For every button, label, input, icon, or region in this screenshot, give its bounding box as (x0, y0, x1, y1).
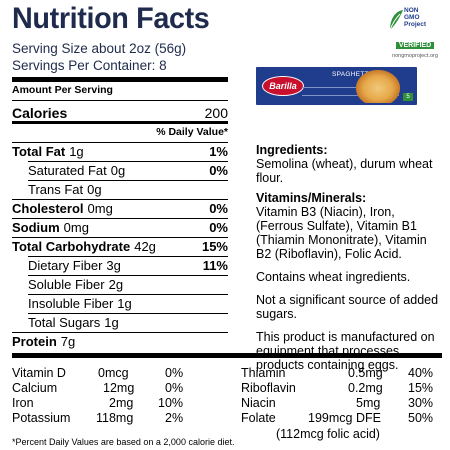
non-gmo-badge: NON GMO Project VERIFIED nongmoproject.o… (384, 2, 442, 60)
non-gmo-line2: GMO (404, 14, 420, 21)
servings-per-container: Servings Per Container: 8 (12, 58, 167, 73)
vitamin-dv: 30% (408, 396, 434, 410)
label-title: Nutrition Facts (12, 2, 210, 35)
vitamin-dv: 50% (408, 411, 434, 425)
vitamin-name: Iron (12, 396, 34, 410)
divider (12, 237, 228, 238)
divider (12, 100, 228, 101)
vitamins-minerals-heading: Vitamins/Minerals: (256, 191, 367, 205)
vitamin-dv: 2% (165, 411, 184, 425)
divider (28, 256, 228, 257)
brand-logo: Barilla (262, 76, 304, 96)
divider (28, 161, 228, 162)
allergen-statement: Contains wheat ingredients. (256, 270, 411, 284)
nutrient-row-insoluble-fiber: Insoluble Fiber 1g (28, 296, 132, 311)
vitamin-dv: 0% (165, 366, 184, 380)
divider (12, 142, 228, 143)
vitamin-amount: 118mg (96, 411, 134, 425)
vitamins-minerals-text: Vitamin B3 (Niacin), Iron, (Ferrous Sulf… (256, 205, 427, 261)
vitamin-dv: 15% (408, 381, 434, 395)
vitamin-dv: 40% (408, 366, 434, 380)
nutrient-row-total-fat: Total Fat 1g 1% (12, 144, 228, 159)
divider (28, 294, 228, 295)
vitamin-name: Calcium (12, 381, 58, 395)
nutrient-row-cholesterol: Cholesterol 0mg 0% (12, 201, 228, 216)
vitamin-name: Folate (241, 411, 276, 425)
divider (12, 332, 228, 333)
vitamin-dv: 10% (158, 396, 184, 410)
vitamin-name: Thiamin (241, 366, 286, 380)
divider (12, 218, 228, 219)
footnote: *Percent Daily Values are based on a 2,0… (12, 437, 235, 447)
thick-divider (12, 77, 228, 82)
ingredients-text: Semolina (wheat), durum wheat flour. (256, 157, 433, 185)
vitamin-name: Niacin (241, 396, 276, 410)
nutrient-row-dietary-fiber: Dietary Fiber 3g 11% (28, 258, 228, 273)
non-gmo-line1: NON (404, 7, 419, 14)
package-stripe (302, 95, 399, 96)
vitamin-amount: 0mcg (98, 366, 129, 380)
vitamin-amount: 12mg (103, 381, 135, 395)
non-gmo-line3: Project (404, 21, 427, 28)
serving-size: Serving Size about 2oz (56g) (12, 41, 187, 56)
vitamin-name: Riboflavin (241, 381, 296, 395)
nutrient-row-soluble-fiber: Soluble Fiber 2g (28, 277, 124, 292)
vitamin-amount: 5mg (356, 396, 381, 410)
nutrient-row-saturated-fat: Saturated Fat 0g 0% (28, 163, 228, 178)
pasta-package-image: Barilla SPAGHETTI 5 (256, 67, 417, 105)
divider (28, 313, 228, 314)
vitamin-amount: 0.5mg (348, 366, 383, 380)
butterfly-leaf-icon (389, 10, 403, 31)
ingredients-heading: Ingredients: (256, 143, 328, 157)
vitamin-dv: 0% (165, 381, 184, 395)
package-product: SPAGHETTI (332, 71, 372, 78)
nutrient-row-total-carbohydrate: Total Carbohydrate 42g 15% (12, 239, 228, 254)
medium-divider (12, 121, 228, 124)
sugar-note: Not a significant source of added sugars… (256, 293, 439, 321)
vitamin-name: Potassium (12, 411, 71, 425)
nutrient-row-protein: Protein 7g (12, 334, 76, 349)
vitamin-amount: 0.2mg (348, 381, 383, 395)
calories-value: 200 (204, 105, 228, 121)
daily-value-header: % Daily Value* (156, 126, 228, 138)
nutrient-row-total-sugars: Total Sugars 1g (28, 315, 119, 330)
ingredients-block: Ingredients: Semolina (wheat), durum whe… (256, 143, 442, 372)
vitamin-name: Vitamin D (12, 366, 66, 380)
divider (12, 199, 228, 200)
nutrient-row-trans-fat: Trans Fat 0g (28, 182, 102, 197)
package-stripe (302, 87, 399, 88)
divider (28, 180, 228, 181)
verified-label: VERIFIED (395, 42, 435, 49)
pasta-plate (356, 70, 400, 103)
amount-per-serving: Amount Per Serving (12, 84, 113, 96)
vitamin-amount: 2mg (109, 396, 134, 410)
package-number: 5 (403, 93, 413, 101)
divider (28, 275, 228, 276)
non-gmo-site: nongmoproject.org (392, 53, 438, 59)
nutrient-row-sodium: Sodium 0mg 0% (12, 220, 228, 235)
thick-divider-full (12, 353, 442, 358)
vitamin-amount: 199mcg DFE (308, 411, 381, 425)
facility-note: This product is manufactured on equipmen… (256, 330, 435, 372)
calories-label: Calories (12, 105, 68, 121)
folate-note: (112mcg folic acid) (276, 427, 380, 441)
